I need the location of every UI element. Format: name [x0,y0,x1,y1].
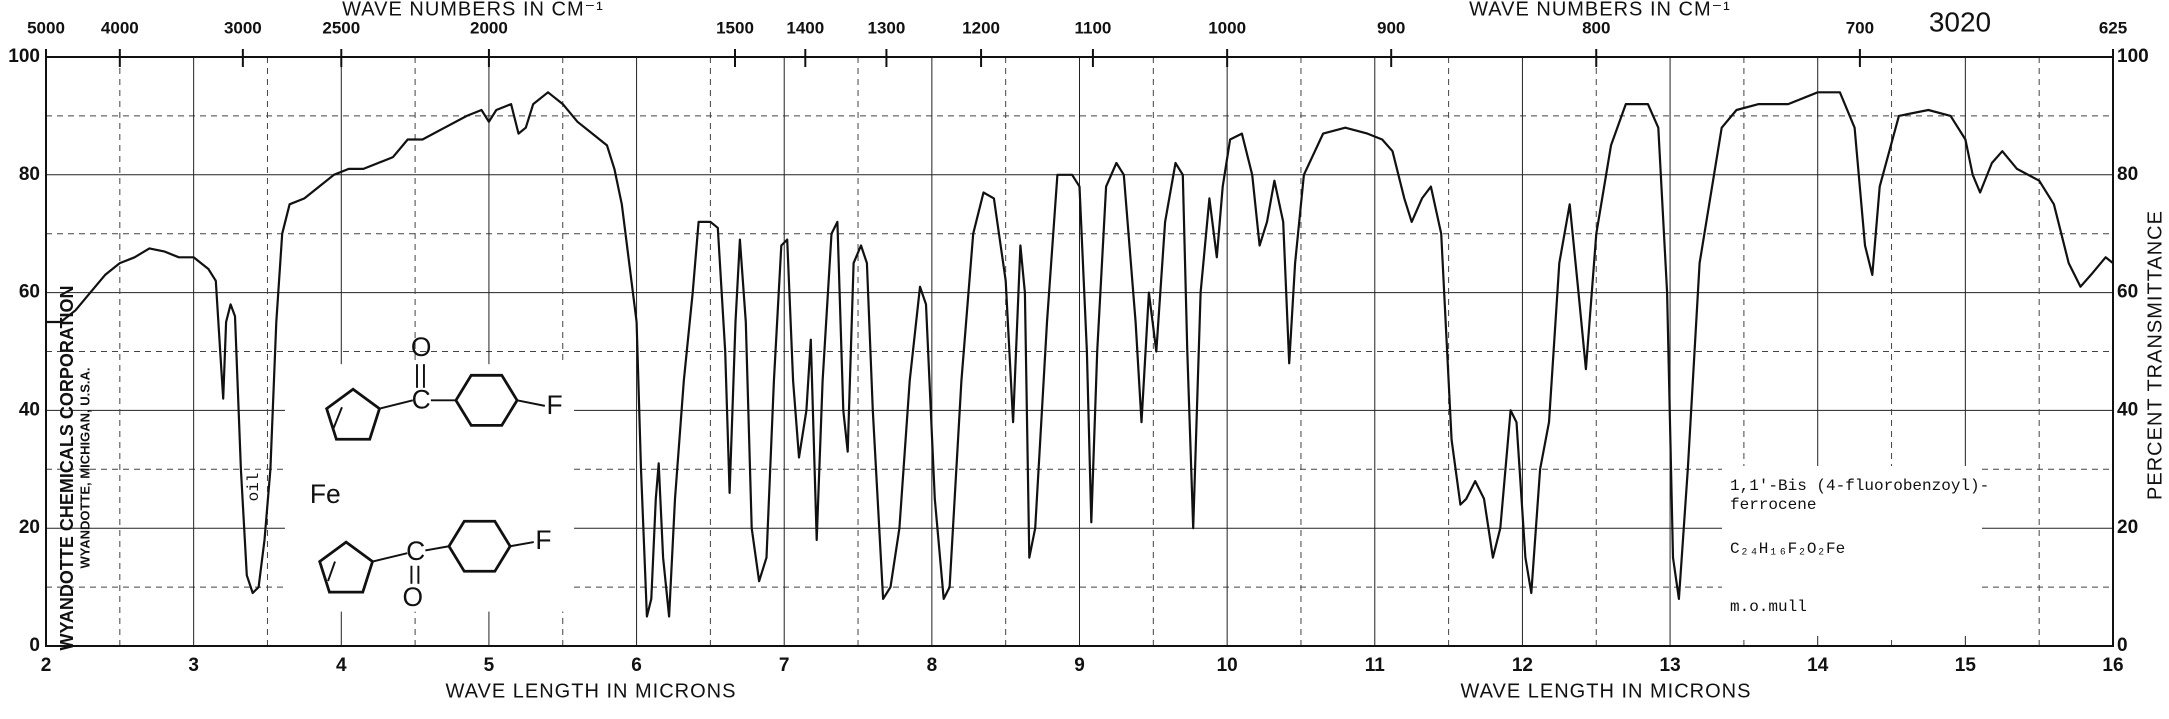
x2-tick-label: 900 [1377,18,1405,37]
compound-box [1722,466,1982,636]
y-tick-label: 0 [2117,635,2128,656]
y-tick-label: 100 [8,46,40,67]
bond [516,399,546,407]
bond [509,541,534,548]
x-tick-label: 15 [1955,655,1977,676]
ring [318,540,375,594]
atom: F [535,525,551,555]
atom: Fe [310,479,341,509]
x-tick-label: 12 [1512,655,1533,676]
x2-tick-label: 1200 [962,18,1000,37]
y-axis-label: PERCENT TRANSMITTANCE [2144,210,2166,500]
x-tick-label: 5 [484,655,495,676]
x-tick-label: 14 [1807,655,1829,676]
formula: C₂₄H₁₆F₂O₂Fe [1730,540,1845,558]
x2-tick-label: 625 [2099,18,2127,37]
y-tick-label: 20 [2117,517,2138,538]
atom: O [403,582,424,612]
x2-axis-label: WAVE NUMBERS IN CM⁻¹ [1469,0,1731,20]
method: m.o.mull [1730,598,1807,616]
spectrum-line [46,91,2114,618]
y-tick-label: 60 [19,282,40,303]
note: oil [245,473,263,502]
x-tick-label: 6 [631,655,642,676]
x-tick-label: 8 [927,655,938,676]
x-tick-label: 10 [1217,655,1238,676]
bond [327,561,336,582]
x-tick-label: 7 [779,655,790,676]
chart-number: 3020 [1929,6,1991,37]
y-tick-label: 80 [2117,164,2138,185]
y-tick-label: 20 [19,517,40,538]
manufacturer: WYANDOTTE CHEMICALS CORPORATION [57,285,77,650]
y-tick-label: 100 [2117,46,2149,67]
atom: C [406,536,425,566]
x2-tick-label: 2500 [322,18,360,37]
x2-tick-label: 800 [1582,18,1610,37]
bond [372,552,408,563]
x2-tick-label: 700 [1846,18,1874,37]
x-tick-label: 16 [2102,655,2123,676]
x-tick-label: 13 [1660,655,1681,676]
x2-tick-label: 1000 [1208,18,1246,37]
x2-tick-label: 1100 [1074,18,1111,37]
compound-name: ferrocene [1730,496,1816,514]
y-tick-label: 80 [19,164,40,185]
x2-tick-label: 1400 [786,18,824,37]
compound-name: 1,1'-Bis (4-fluorobenzoyl)- [1730,477,1989,495]
x-tick-label: 3 [188,655,199,676]
x-tick-label: 11 [1365,655,1386,676]
x-tick-label: 4 [336,655,347,676]
x-axis-label: WAVE LENGTH IN MICRONS [1461,680,1752,702]
x2-tick-label: 2000 [470,18,508,37]
ring [325,387,382,441]
x-tick-label: 2 [41,655,52,676]
x2-axis-label: WAVE NUMBERS IN CM⁻¹ [342,0,604,20]
x-axis-label: WAVE LENGTH IN MICRONS [446,680,737,702]
x2-tick-label: 3000 [224,18,262,37]
atom: C [412,385,431,415]
y-tick-label: 60 [2117,282,2138,303]
y-tick-label: 40 [2117,399,2138,420]
bond [425,545,450,552]
structure: C O F Fe C O F [284,332,575,612]
bond [379,399,414,410]
x2-tick-label: 4000 [101,18,139,37]
bond [332,406,343,429]
y-tick-label: 0 [29,635,40,656]
x2-tick-label: 5000 [27,18,65,37]
x-tick-label: 9 [1074,655,1085,676]
location: WYANDOTTE, MICHIGAN, U.S.A. [77,367,92,568]
y-tick-label: 40 [19,399,40,420]
x2-tick-label: 1300 [868,18,906,37]
plot-frame [45,56,2114,647]
atom: F [547,390,563,420]
ring [447,519,512,573]
atom: O [411,332,432,362]
x2-tick-label: 1500 [716,18,754,37]
